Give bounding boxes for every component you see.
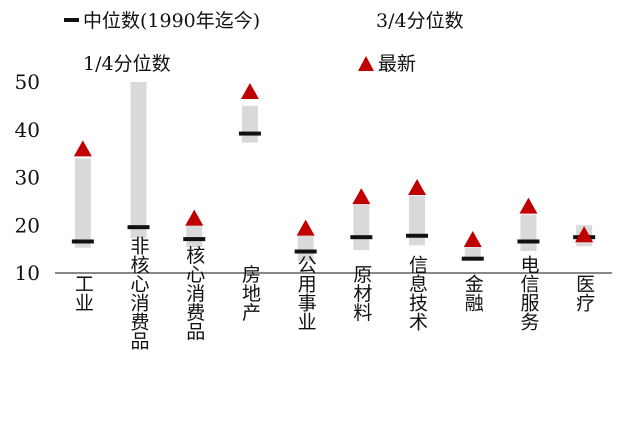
median-marker — [461, 256, 484, 261]
range-bar — [409, 195, 426, 246]
median-marker — [406, 233, 429, 238]
category-label: 金融 — [462, 274, 484, 312]
range-bar — [520, 214, 537, 252]
median-marker — [238, 131, 261, 136]
category-label: 医疗 — [573, 274, 595, 312]
category-label: 信息技术 — [406, 255, 428, 331]
median-marker — [127, 225, 150, 230]
median-marker — [71, 239, 94, 244]
latest-marker — [296, 219, 315, 236]
latest-marker — [575, 226, 594, 243]
category-label: 房地产 — [239, 264, 261, 321]
latest-marker — [185, 209, 204, 226]
legend-latest-marker — [358, 56, 374, 71]
legend: 中位数(1990年迄今) 3/4分位数 1/4分位数 最新 — [64, 10, 464, 75]
category-label: 非核心消费品 — [128, 236, 150, 350]
median-marker — [183, 237, 206, 242]
category-label: 工业 — [72, 274, 94, 312]
legend-median-swatch — [64, 18, 79, 22]
category-label: 公用事业 — [295, 255, 317, 331]
category-label: 核心消费品 — [183, 245, 205, 340]
category-labels: 工业 非核心消费品 核心消费品 房地产 公用事业 原材料 信息技术 金融 电信服务 医疗 — [72, 236, 595, 350]
latest-marker — [73, 140, 92, 157]
latest-marker — [352, 188, 371, 205]
latest-marker — [519, 197, 538, 214]
latest-marker — [463, 231, 482, 248]
range-bar — [297, 235, 314, 262]
y-axis: 10 20 30 40 50 — [15, 70, 40, 285]
range-bar — [241, 105, 258, 143]
latest-marker — [240, 83, 259, 100]
legend-median-label: 中位数(1990年迄今) — [83, 10, 260, 32]
y-tick-label: 20 — [15, 213, 40, 237]
plot-area — [71, 82, 596, 262]
legend-q3-label: 3/4分位数 — [376, 10, 464, 32]
y-tick-label: 40 — [15, 118, 40, 142]
legend-latest-label: 最新 — [378, 53, 416, 75]
median-marker — [294, 249, 317, 254]
category-label: 原材料 — [350, 265, 372, 322]
y-tick-label: 30 — [15, 166, 40, 190]
median-marker — [517, 239, 540, 244]
y-tick-label: 10 — [15, 261, 40, 285]
y-tick-label: 50 — [15, 70, 40, 94]
range-bar — [186, 223, 203, 248]
category-label: 电信服务 — [517, 255, 539, 331]
range-bar — [353, 204, 370, 251]
range-bar — [130, 82, 147, 239]
legend-q1-label: 1/4分位数 — [83, 53, 171, 75]
latest-marker — [408, 179, 427, 196]
range-bar — [74, 158, 91, 248]
median-marker — [350, 235, 373, 240]
